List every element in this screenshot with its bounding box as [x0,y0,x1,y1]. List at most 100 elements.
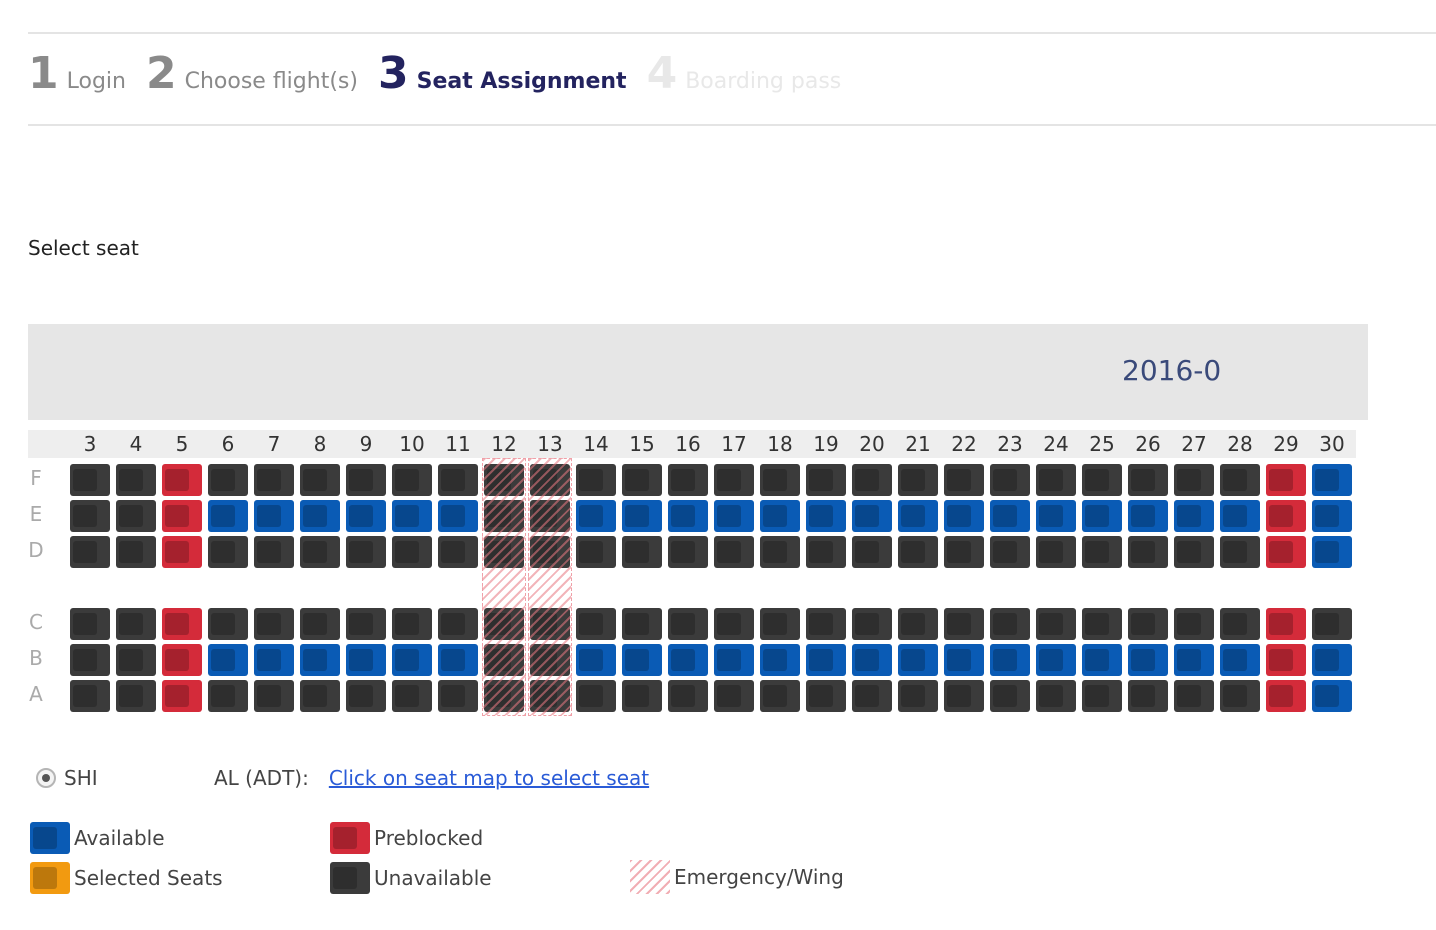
seat-13C [530,608,570,640]
seat-26E[interactable] [1128,500,1168,532]
seat-17B[interactable] [714,644,754,676]
seat-14C [576,608,616,640]
column-number: 15 [629,432,655,456]
seat-5B [162,644,202,676]
seat-8E[interactable] [300,500,340,532]
seat-23D [990,536,1030,568]
seat-28B[interactable] [1220,644,1260,676]
column-number: 27 [1181,432,1207,456]
seat-23B[interactable] [990,644,1030,676]
column-number: 7 [267,432,281,456]
seat-28E[interactable] [1220,500,1260,532]
step-boarding-pass: 4 Boarding pass [647,44,842,104]
seat-9B[interactable] [346,644,386,676]
seat-6E[interactable] [208,500,248,532]
seat-10B[interactable] [392,644,432,676]
column-number: 6 [221,432,235,456]
seat-15B[interactable] [622,644,662,676]
seat-5C [162,608,202,640]
seat-21E[interactable] [898,500,938,532]
seat-24A [1036,680,1076,712]
legend-label: Emergency/Wing [674,865,844,889]
seat-5A [162,680,202,712]
column-number: 12 [491,432,517,456]
seat-24B[interactable] [1036,644,1076,676]
seat-16B[interactable] [668,644,708,676]
flight-date: 2016-0 [1122,354,1222,387]
seat-9C [346,608,386,640]
seat-14E[interactable] [576,500,616,532]
step-label: Seat Assignment [416,69,627,94]
seat-27C [1174,608,1214,640]
seat-22B[interactable] [944,644,984,676]
column-number: 26 [1135,432,1161,456]
passenger-name: SHI [64,766,98,790]
seat-22E[interactable] [944,500,984,532]
seat-19C [806,608,846,640]
seat-27B[interactable] [1174,644,1214,676]
seat-30A[interactable] [1312,680,1352,712]
seat-16E[interactable] [668,500,708,532]
seat-20B[interactable] [852,644,892,676]
passenger-radio[interactable] [36,768,56,788]
seat-23E[interactable] [990,500,1030,532]
seat-6B[interactable] [208,644,248,676]
legend-unavailable: Unavailable [330,862,492,894]
seat-8B[interactable] [300,644,340,676]
seat-11E[interactable] [438,500,478,532]
section-title: Select seat [28,236,139,260]
seat-3F [70,464,110,496]
seat-7A [254,680,294,712]
step-label: Boarding pass [685,69,842,94]
seat-17C [714,608,754,640]
seat-11F [438,464,478,496]
seat-10E[interactable] [392,500,432,532]
seat-11D [438,536,478,568]
seat-19E[interactable] [806,500,846,532]
seat-25E[interactable] [1082,500,1122,532]
seat-7E[interactable] [254,500,294,532]
seat-12D [484,536,524,568]
seat-18B[interactable] [760,644,800,676]
seat-18A [760,680,800,712]
seat-30D[interactable] [1312,536,1352,568]
seat-26B[interactable] [1128,644,1168,676]
seat-14B[interactable] [576,644,616,676]
seat-11B[interactable] [438,644,478,676]
seat-6F [208,464,248,496]
seat-24E[interactable] [1036,500,1076,532]
seat-9A [346,680,386,712]
seat-17E[interactable] [714,500,754,532]
steps-divider [28,124,1436,126]
unavailable-seat-icon [330,862,370,894]
seat-30B[interactable] [1312,644,1352,676]
column-number: 11 [445,432,471,456]
seat-21A [898,680,938,712]
seat-15E[interactable] [622,500,662,532]
seat-21B[interactable] [898,644,938,676]
seat-27E[interactable] [1174,500,1214,532]
seat-26C [1128,608,1168,640]
seat-18C [760,608,800,640]
seat-3E [70,500,110,532]
seat-7B[interactable] [254,644,294,676]
seat-25B[interactable] [1082,644,1122,676]
seat-4B [116,644,156,676]
seat-9E[interactable] [346,500,386,532]
seat-10C [392,608,432,640]
seat-19B[interactable] [806,644,846,676]
select-seat-link[interactable]: Click on seat map to select seat [328,766,650,790]
seat-18F [760,464,800,496]
seat-20A [852,680,892,712]
seat-30F[interactable] [1312,464,1352,496]
column-number: 14 [583,432,609,456]
seat-8F [300,464,340,496]
legend-available: Available [30,822,165,854]
column-number: 9 [359,432,373,456]
seat-18E[interactable] [760,500,800,532]
seat-20E[interactable] [852,500,892,532]
seat-30E[interactable] [1312,500,1352,532]
column-number: 25 [1089,432,1115,456]
seat-24F [1036,464,1076,496]
row-letter: B [29,646,43,670]
